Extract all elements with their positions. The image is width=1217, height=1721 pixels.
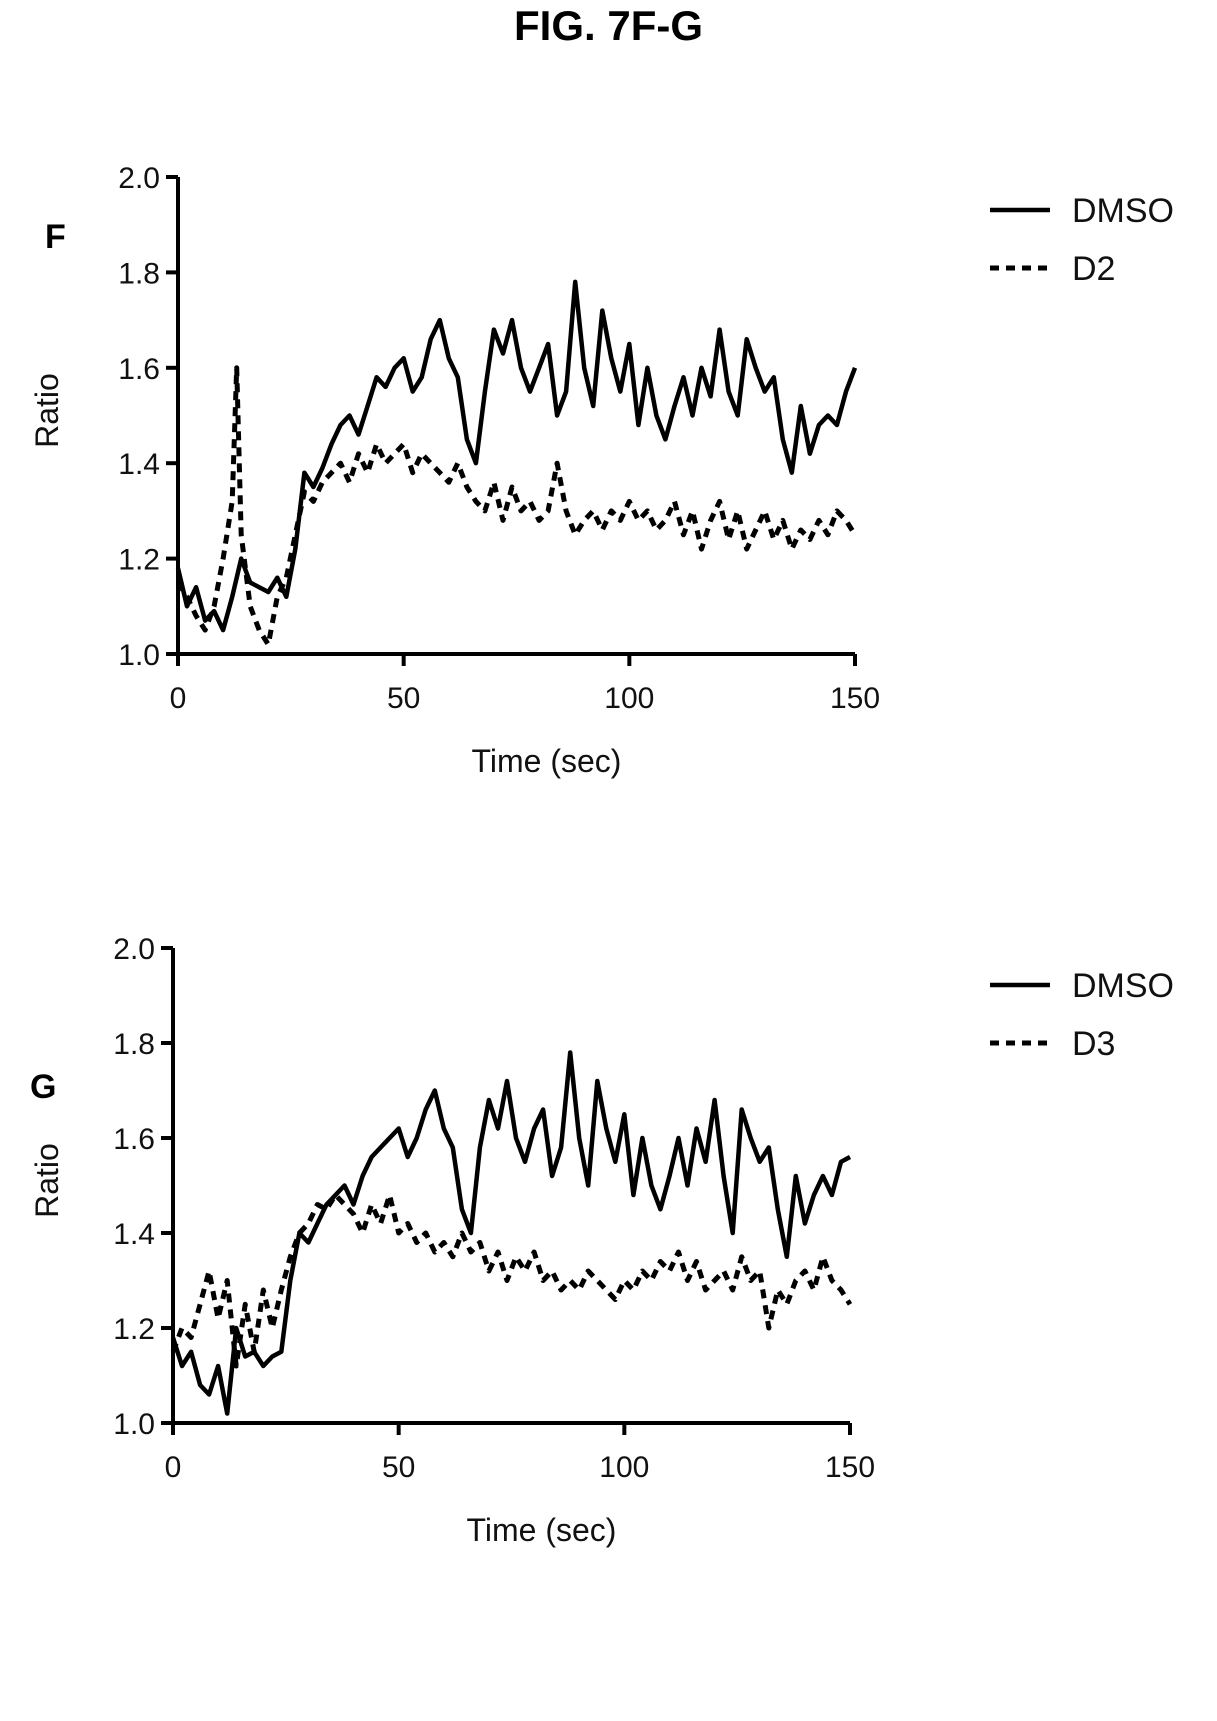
y-tick-label: 1.8 (113, 1028, 155, 1061)
chart-panel-g: 1.0 1.2 1.4 1.6 1.8 2.0 0 50 100 150 Time (sec) Rat… (29, 933, 1174, 1548)
y-tick-label: 1.0 (113, 1408, 155, 1441)
x-tick-label: 50 (387, 682, 420, 715)
legend-label-dmso: DMSO (1072, 967, 1174, 1005)
legend-label-d3: D3 (1072, 1025, 1115, 1063)
y-tick-label: 1.4 (113, 1218, 155, 1251)
figure-title: FIG. 7F-G (514, 2, 703, 49)
series-line-dmso (175, 279, 858, 633)
y-axis-title: Ratio (29, 1143, 65, 1218)
y-tick-label: 1.6 (113, 1123, 155, 1156)
panel-label-f: F (45, 218, 66, 256)
x-tick-label: 0 (165, 1451, 182, 1484)
series-line-d2 (175, 365, 858, 647)
legend-label-d2: D2 (1072, 250, 1115, 288)
y-tick-label: 1.6 (118, 353, 160, 386)
x-tick-label: 0 (170, 682, 187, 715)
series-line-d3 (170, 1192, 853, 1369)
panel-label-g: G (30, 1068, 57, 1106)
x-tick-label: 100 (599, 1451, 649, 1484)
y-tick-label: 1.2 (118, 544, 160, 577)
legend-label-dmso: DMSO (1072, 192, 1174, 230)
y-axis-title: Ratio (29, 373, 65, 448)
x-axis-title: Time (sec) (467, 1512, 617, 1548)
y-tick-label: 2.0 (118, 162, 160, 195)
chart-panel-f: 1.0 1.2 1.4 1.6 1.8 2.0 0 50 100 150 Time (sec) Rat… (29, 162, 1174, 779)
y-tick-label: 2.0 (113, 933, 155, 966)
series-line-dmso (170, 1050, 852, 1416)
x-axis-title: Time (sec) (472, 743, 622, 779)
x-tick-label: 150 (830, 682, 880, 715)
y-tick-label: 1.4 (118, 448, 160, 481)
x-tick-label: 150 (825, 1451, 875, 1484)
x-tick-label: 100 (604, 682, 654, 715)
x-tick-label: 50 (382, 1451, 415, 1484)
y-tick-label: 1.8 (118, 257, 160, 290)
y-tick-label: 1.0 (118, 639, 160, 672)
y-tick-label: 1.2 (113, 1313, 155, 1346)
